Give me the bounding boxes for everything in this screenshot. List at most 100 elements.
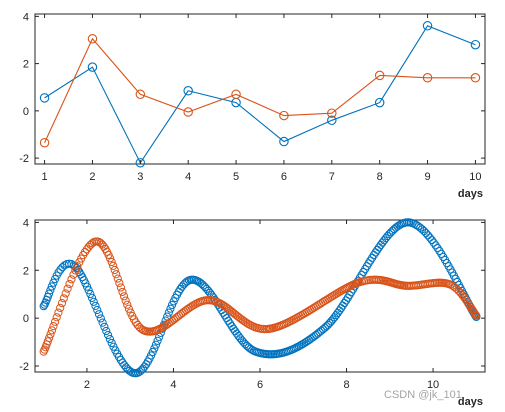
top-x-tick-label: 6 <box>281 171 287 183</box>
bottom-blue-series-point <box>103 330 113 340</box>
bottom-orange-series-point <box>67 275 76 284</box>
top-x-tick-label: 10 <box>469 171 481 183</box>
bottom-orange-series-point <box>470 309 479 318</box>
bottom-blue-series-point <box>49 278 58 287</box>
bottom-orange-series-point <box>52 313 61 322</box>
bottom-orange-series-point <box>119 292 129 301</box>
top-x-tick-label: 9 <box>424 171 430 183</box>
bottom-x-tick-label: 2 <box>84 379 90 391</box>
top-blue-series-point <box>87 62 98 72</box>
bottom-orange-series-point <box>109 261 118 271</box>
bottom-orange-series-point <box>466 303 475 312</box>
bottom-blue-series-point <box>166 304 175 313</box>
top-x-tick-label: 4 <box>185 171 191 183</box>
bottom-blue-series-point <box>102 326 111 336</box>
watermark: CSDN @jk_101 <box>384 389 462 401</box>
top-blue-series-point <box>135 158 146 168</box>
top-axes-box <box>34 13 486 165</box>
top-blue-series-point <box>183 86 193 96</box>
bottom-orange-series-point <box>65 279 74 289</box>
top-orange-series-point <box>39 137 50 148</box>
bottom-blue-series-point <box>94 310 104 319</box>
bottom-x-axis-label: days <box>458 396 483 408</box>
top-orange-series-point <box>374 70 385 81</box>
top-x-tick-label: 5 <box>233 171 239 183</box>
top-orange-series-point <box>422 73 433 83</box>
bottom-blue-series-point <box>93 305 102 315</box>
bottom-y-tick-label: -2 <box>19 361 29 373</box>
top-y-tick-label: 2 <box>23 59 29 71</box>
bottom-blue-series-point <box>89 297 98 306</box>
top-series-layer <box>39 21 481 168</box>
bottom-orange-series-point <box>57 299 67 308</box>
bottom-subplot: 2 4 6 8 10 -2 0 2 4 days <box>19 217 486 408</box>
bottom-blue-series-point <box>87 293 97 302</box>
top-orange-series-point <box>183 107 193 117</box>
bottom-orange-series-point <box>54 308 63 317</box>
top-blue-series-point <box>374 97 385 108</box>
bottom-blue-series-point <box>84 286 93 295</box>
bottom-blue-series-point <box>58 263 67 272</box>
bottom-orange-series-point <box>47 326 57 335</box>
bottom-blue-series-point <box>107 338 116 348</box>
top-blue-series-point <box>327 115 337 126</box>
bottom-series-layer <box>39 218 481 378</box>
top-x-tick-label: 2 <box>89 171 95 183</box>
top-x-axis: 1 2 3 4 5 6 7 8 9 10 <box>42 14 482 183</box>
bottom-orange-series-point <box>63 284 72 293</box>
top-orange-series-line <box>44 37 476 143</box>
top-x-tick-label: 1 <box>42 171 48 183</box>
bottom-y-tick-label: 2 <box>23 265 29 277</box>
bottom-blue-series-point <box>425 233 434 242</box>
top-x-axis-label: days <box>458 188 483 200</box>
top-blue-series-point <box>279 136 289 147</box>
top-y-tick-label: -2 <box>19 153 29 165</box>
bottom-blue-series-point <box>100 322 109 331</box>
bottom-orange-series-point <box>61 289 70 298</box>
bottom-orange-series-point <box>115 278 124 288</box>
top-x-tick-label: 7 <box>329 171 335 183</box>
bottom-y-tick-label: 0 <box>23 313 29 325</box>
bottom-blue-series-point <box>150 344 159 353</box>
top-y-axis: -2 0 2 4 <box>19 11 485 165</box>
bottom-blue-series-point <box>86 289 95 299</box>
bottom-orange-series-point <box>50 317 60 326</box>
bottom-orange-series-point <box>105 254 115 263</box>
bottom-orange-series-point <box>112 270 121 279</box>
top-x-tick-label: 3 <box>137 171 143 183</box>
bottom-orange-series-point <box>471 310 480 319</box>
bottom-blue-series-point <box>56 265 65 274</box>
bottom-blue-series-point <box>164 308 173 317</box>
bottom-orange-series-point <box>73 262 82 271</box>
bottom-blue-series-point <box>105 334 114 344</box>
top-orange-series-point <box>231 89 241 100</box>
bottom-y-axis: -2 0 2 4 <box>19 217 485 373</box>
top-blue-series-line <box>44 25 476 164</box>
bottom-orange-series-point <box>71 266 80 275</box>
bottom-orange-series-point <box>45 333 54 343</box>
top-orange-series-point <box>135 89 146 100</box>
bottom-blue-series-point <box>46 286 55 295</box>
bottom-blue-series-point <box>153 336 162 345</box>
top-orange-series-point <box>87 34 98 44</box>
bottom-blue-series-point <box>429 238 438 247</box>
bottom-x-axis: 2 4 6 8 10 <box>84 220 439 391</box>
bottom-blue-series-point <box>44 289 54 298</box>
bottom-orange-series-point <box>124 304 134 313</box>
top-blue-series-point <box>422 21 433 31</box>
bottom-y-tick-label: 4 <box>23 217 29 229</box>
bottom-blue-series-point <box>96 314 105 323</box>
bottom-blue-series-point <box>91 301 100 310</box>
bottom-orange-series-point <box>69 270 78 279</box>
bottom-x-tick-label: 4 <box>170 379 176 391</box>
bottom-x-tick-label: 10 <box>427 379 439 391</box>
bottom-blue-series-point <box>47 282 56 291</box>
bottom-blue-series-point <box>427 235 436 245</box>
bottom-blue-series-point <box>151 340 161 349</box>
bottom-orange-series-point <box>110 265 119 275</box>
bottom-x-tick-label: 6 <box>257 379 263 391</box>
top-x-tick-label: 8 <box>377 171 383 183</box>
bottom-orange-series-point <box>472 311 481 320</box>
bottom-orange-series-point <box>118 287 127 297</box>
